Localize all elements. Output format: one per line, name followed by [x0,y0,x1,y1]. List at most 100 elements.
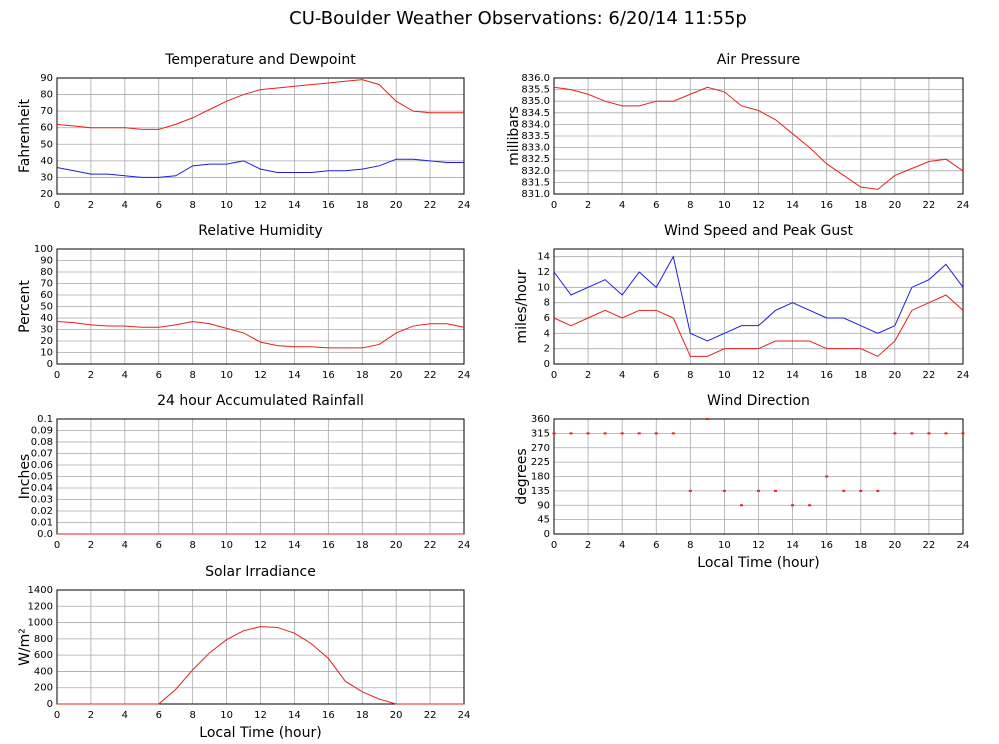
x-tick-label: 10 [220,710,233,721]
y-tick-label: 0.06 [31,460,53,471]
x-axis-label: Local Time (hour) [697,555,819,571]
x-tick-label: 10 [718,540,731,551]
y-tick-label: 70 [40,279,53,290]
y-tick-label: 8 [544,298,550,309]
y-tick-label: 0.05 [31,472,53,483]
y-tick-label: 1200 [28,601,53,612]
data-line [553,294,964,357]
x-tick-label: 18 [854,200,867,211]
x-tick-label: 20 [888,200,901,211]
x-tick-label: 2 [88,540,94,551]
x-tick-label: 12 [254,540,267,551]
x-tick-label: 10 [718,200,731,211]
chart-title: Air Pressure [717,52,800,68]
data-point [739,504,743,507]
x-tick-label: 14 [786,540,799,551]
y-tick-label: 831.5 [521,177,550,188]
y-tick-label: 90 [40,256,53,267]
x-tick-label: 6 [653,370,659,381]
y-tick-label: 832.0 [521,166,550,177]
x-tick-label: 22 [424,540,437,551]
chart-title: Relative Humidity [198,223,322,239]
y-tick-label: 90 [40,73,53,84]
data-point [893,432,897,435]
y-tick-label: 0 [544,359,550,370]
x-tick-label: 14 [786,200,799,211]
x-tick-label: 22 [923,370,936,381]
data-point [808,504,812,507]
x-tick-label: 0 [54,200,60,211]
y-tick-label: 4 [544,328,550,339]
plot-frame [553,248,964,365]
y-axis-label: Inches [17,454,33,499]
x-tick-label: 10 [718,370,731,381]
y-axis-label: millibars [506,106,522,166]
x-tick-label: 12 [752,200,765,211]
x-tick-label: 8 [189,200,195,211]
data-line [553,255,964,342]
x-tick-label: 4 [122,710,128,721]
chart-title: Solar Irradiance [205,564,316,580]
y-tick-label: 0.0 [37,529,53,540]
y-tick-label: 90 [537,500,550,511]
data-point [603,432,607,435]
y-tick-label: 360 [531,414,550,425]
x-tick-label: 8 [687,370,693,381]
x-tick-label: 6 [653,540,659,551]
x-tick-label: 12 [254,200,267,211]
y-tick-label: 834.5 [521,108,550,119]
y-tick-label: 832.5 [521,154,550,165]
x-tick-label: 2 [585,540,591,551]
y-tick-label: 0.08 [31,437,53,448]
x-tick-label: 14 [288,370,301,381]
y-tick-label: 20 [40,189,53,200]
x-tick-label: 4 [619,540,625,551]
x-tick-label: 14 [288,540,301,551]
plot-frame [56,248,465,365]
y-tick-label: 400 [34,666,53,677]
x-tick-label: 16 [820,370,833,381]
data-point [910,432,914,435]
data-point [927,432,931,435]
x-tick-label: 18 [854,540,867,551]
x-tick-label: 6 [156,540,162,551]
y-tick-label: 225 [531,457,550,468]
y-tick-label: 0.02 [31,506,53,517]
data-point [774,489,778,492]
x-tick-label: 24 [957,370,970,381]
data-point [637,432,641,435]
data-point [791,504,795,507]
y-tick-label: 0.09 [31,426,53,437]
x-tick-label: 22 [923,200,936,211]
x-tick-label: 0 [551,200,557,211]
y-tick-label: 835.5 [521,85,550,96]
data-point [842,489,846,492]
y-tick-label: 10 [537,282,550,293]
x-tick-label: 4 [122,200,128,211]
y-tick-label: 836.0 [521,73,550,84]
x-tick-label: 22 [424,710,437,721]
y-tick-label: 600 [34,650,53,661]
x-tick-label: 8 [189,370,195,381]
y-tick-label: 833.0 [521,143,550,154]
y-tick-label: 0.07 [31,449,53,460]
x-tick-label: 4 [122,370,128,381]
x-tick-label: 10 [220,540,233,551]
y-tick-label: 835.0 [521,96,550,107]
y-tick-label: 0.01 [31,518,53,529]
y-tick-label: 200 [34,683,53,694]
x-tick-label: 24 [957,200,970,211]
x-tick-label: 22 [424,370,437,381]
x-tick-label: 8 [189,710,195,721]
x-tick-label: 2 [88,200,94,211]
data-point [722,489,726,492]
y-tick-label: 30 [40,172,53,183]
y-tick-label: 80 [40,267,53,278]
y-axis-label: Percent [17,280,33,333]
x-tick-label: 16 [322,370,335,381]
data-point [654,432,658,435]
x-tick-label: 24 [458,200,471,211]
x-tick-label: 8 [687,540,693,551]
y-tick-label: 833.5 [521,131,550,142]
